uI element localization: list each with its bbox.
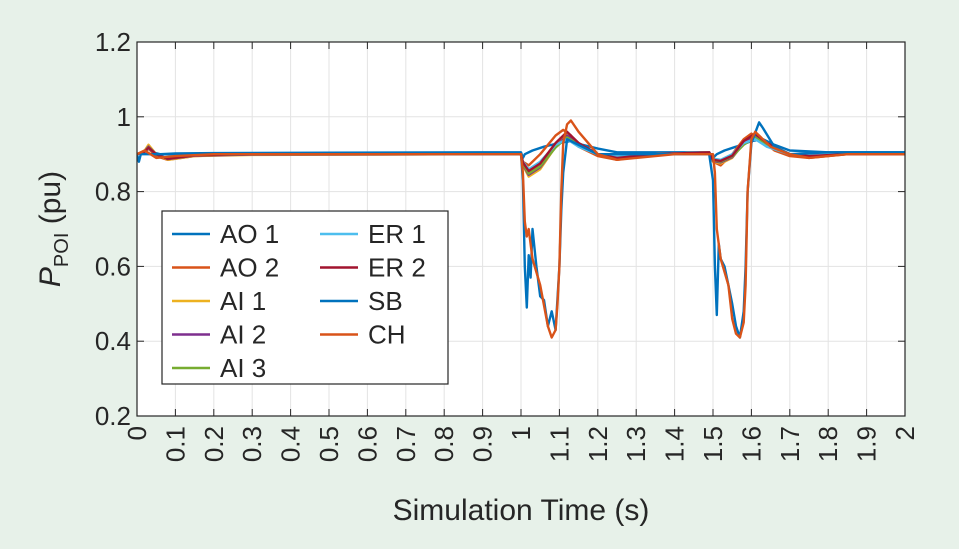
legend-label-ao-1: AO 1 [220,219,279,249]
x-tick-label: 1.5 [698,426,728,462]
legend-label-ch: CH [368,320,406,350]
y-tick-label: 0.2 [95,401,131,431]
x-tick-label: 0.5 [314,426,344,462]
x-tick-labels: 0 0.1 0.2 0.3 0.4 0.5 0.6 0.7 0.8 0.9 1 1.1 1.2 1.3 1.… [122,426,920,462]
legend-label-ao-2: AO 2 [220,253,279,283]
y-axis-label-sub: POI [51,233,73,267]
x-tick-label: 0.9 [468,426,498,462]
y-axis-label: PPOI (pu) [34,171,73,287]
y-tick-labels: 0.2 0.4 0.6 0.8 1 1.2 [95,27,131,431]
x-tick-label: 1.3 [621,426,651,462]
x-tick-label: 0.4 [276,426,306,462]
x-tick-label: 0 [122,426,152,440]
y-tick-label: 0.4 [95,326,131,356]
y-axis-label-suffix: (pu) [34,171,67,233]
series-line-ch [137,119,905,339]
y-tick-label: 1.2 [95,27,131,57]
x-tick-label: 1.1 [544,426,574,462]
x-tick-label: 1.9 [852,426,882,462]
x-tick-label: 1.7 [775,426,805,462]
legend: AO 1 AO 2AI 1 AI 2AI 3 ER 1 ER 2SB CH [161,210,449,385]
x-tick-label: 1 [506,426,536,440]
x-tick-label: 1.8 [813,426,843,462]
y-tick-label: 1 [117,102,131,132]
x-tick-label: 0.1 [160,426,190,462]
x-axis-label: Simulation Time (s) [393,494,650,527]
y-axis-label-main: P [34,267,67,287]
y-tick-label: 0.8 [95,177,131,207]
ticks [136,41,906,417]
series-layer [137,119,905,339]
x-tick-label: 0.7 [391,426,421,462]
legend-label-sb: SB [368,286,403,316]
x-tick-label: 2 [890,426,920,440]
legend-box [161,210,449,385]
legend-label-er-2: ER 2 [368,253,426,283]
y-tick-label: 0.6 [95,251,131,281]
legend-label-er-1: ER 1 [368,219,426,249]
x-tick-label: 0.3 [237,426,267,462]
legend-label-ai-3: AI 3 [220,353,266,383]
x-tick-label: 1.2 [583,426,613,462]
x-tick-label: 0.2 [199,426,229,462]
legend-label-ai-2: AI 2 [220,320,266,350]
legend-label-ai-1: AI 1 [220,286,266,316]
x-tick-label: 1.6 [736,426,766,462]
x-tick-label: 0.6 [352,426,382,462]
x-tick-label: 0.8 [429,426,459,462]
x-tick-label: 1.4 [660,426,690,462]
